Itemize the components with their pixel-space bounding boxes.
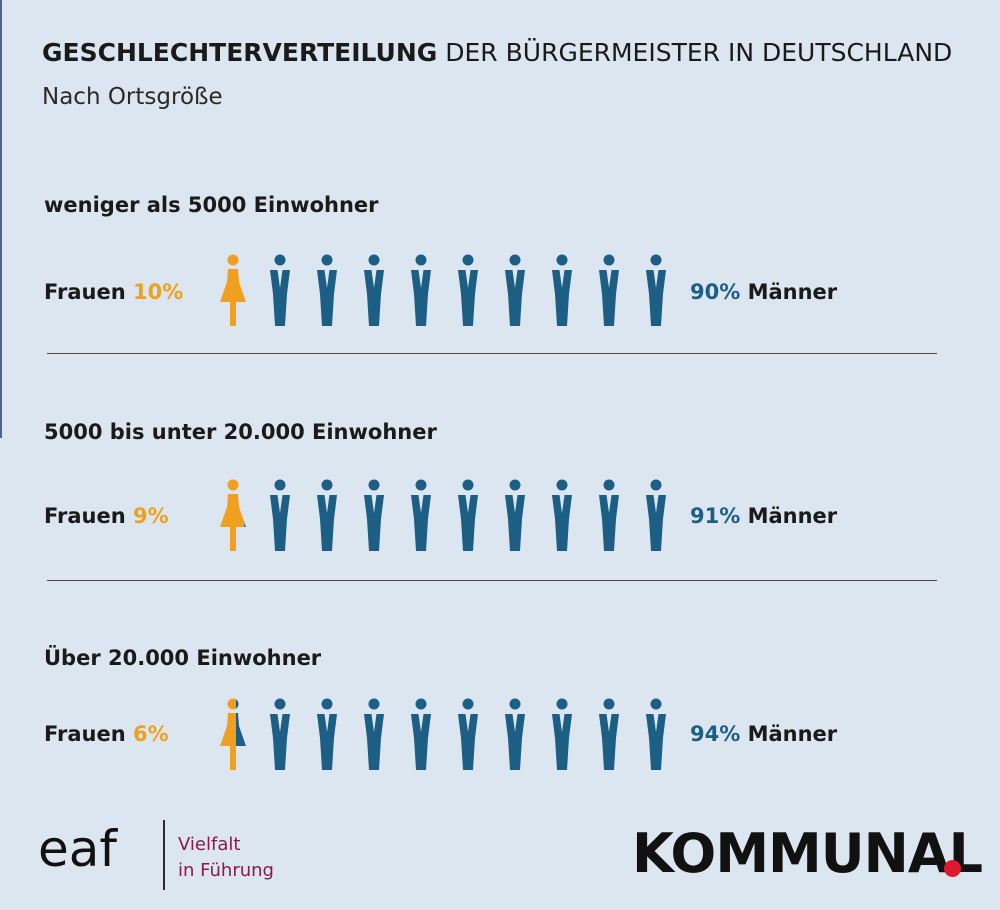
women-label-1: Frauen 10% [44,280,183,304]
kommunal-logo-dot [944,860,961,877]
man-icon-row-3-8 [599,698,619,770]
kommunal-logo: KOMMUNAL [632,822,983,885]
chart-title-bold: GESCHLECHTERVERTEILUNG [42,38,438,67]
man-icon-row-3-2 [317,698,337,770]
man-icon-row-2-4 [411,479,431,551]
man-icon-row-1-5 [458,254,478,326]
man-icon-row-2-3 [364,479,384,551]
man-icon-row-1-1 [270,254,290,326]
men-pct-1: 90% [690,280,741,304]
man-icon-row-2-1 [270,479,290,551]
men-label-1: 90% Männer [690,280,837,304]
men-label-3: 94% Männer [690,722,837,746]
divider-1 [47,353,937,354]
men-word-1: Männer [747,280,838,304]
man-icon-row-2-6 [505,479,525,551]
man-icon-row-2-5 [458,479,478,551]
pictogram-row-1 [220,254,666,326]
women-word-3: Frauen [44,722,126,746]
eaf-tagline-line-1: Vielfalt [178,834,241,855]
man-icon-row-1-8 [599,254,619,326]
man-icon-row-2-2 [317,479,337,551]
pictogram-row-2 [220,479,666,551]
women-pct-2: 9% [133,504,169,528]
men-pct-3: 94% [690,722,741,746]
chart-subtitle: Nach Ortsgröße [42,84,223,110]
man-icon-row-2-8 [599,479,619,551]
men-label-2: 91% Männer [690,504,837,528]
woman-icon-row-1 [220,254,246,326]
men-pct-2: 91% [690,504,741,528]
divider-2 [47,580,937,581]
women-word-2: Frauen [44,504,126,528]
category-title-2: 5000 bis unter 20.000 Einwohner [44,420,437,444]
woman-icon-row-3 [220,698,246,770]
eaf-logo-text: eaf [38,826,118,876]
man-icon-row-3-6 [505,698,525,770]
women-pct-3: 6% [133,722,169,746]
frame-line [0,0,2,438]
eaf-tagline-line-2: in Führung [178,860,274,881]
category-title-3: Über 20.000 Einwohner [44,646,322,670]
man-icon-row-1-7 [552,254,572,326]
man-icon-row-1-4 [411,254,431,326]
eaf-logo: eaf [38,826,118,876]
woman-icon-row-2 [220,479,246,551]
man-icon-row-3-1 [270,698,290,770]
man-icon-row-3-9 [646,698,666,770]
man-icon-row-1-2 [317,254,337,326]
chart-title-rest: DER BÜRGERMEISTER IN DEUTSCHLAND [437,38,953,67]
man-icon-row-1-9 [646,254,666,326]
men-word-2: Männer [747,504,838,528]
category-title-1: weniger als 5000 Einwohner [44,193,379,217]
women-word-1: Frauen [44,280,126,304]
men-word-3: Männer [747,722,838,746]
man-icon-row-2-9 [646,479,666,551]
man-icon-row-3-4 [411,698,431,770]
pictogram-row-3 [220,698,666,770]
women-pct-1: 10% [133,280,184,304]
man-icon-row-2-7 [552,479,572,551]
eaf-separator [163,820,165,890]
man-icon-row-3-5 [458,698,478,770]
women-label-3: Frauen 6% [44,722,169,746]
chart-title: GESCHLECHTERVERTEILUNG DER BÜRGERMEISTER… [42,38,952,67]
man-icon-row-3-7 [552,698,572,770]
women-label-2: Frauen 9% [44,504,169,528]
man-icon-row-1-3 [364,254,384,326]
man-icon-row-3-3 [364,698,384,770]
man-icon-row-1-6 [505,254,525,326]
eaf-tagline: Vielfalt in Führung [178,832,274,884]
